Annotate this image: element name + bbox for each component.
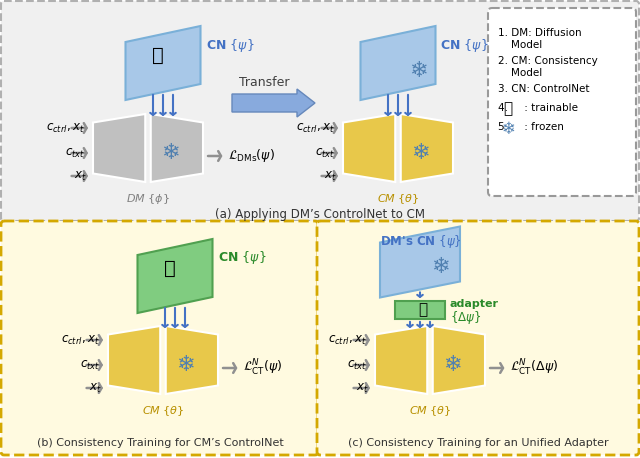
FancyBboxPatch shape	[488, 8, 636, 196]
Text: $c_{ctrl}, x_t$: $c_{ctrl}, x_t$	[296, 121, 335, 135]
Text: 🔥: 🔥	[164, 258, 176, 278]
Text: (b) Consistency Training for CM’s ControlNet: (b) Consistency Training for CM’s Contro…	[36, 438, 284, 448]
Text: Model: Model	[498, 68, 542, 78]
Text: $c_{ctrl}, x_t$: $c_{ctrl}, x_t$	[61, 333, 100, 347]
Text: $x_t$: $x_t$	[356, 382, 369, 394]
Text: $c_{txt}$: $c_{txt}$	[65, 147, 85, 159]
Text: $c_{txt}$: $c_{txt}$	[80, 359, 100, 371]
FancyBboxPatch shape	[317, 221, 639, 455]
Text: 2. CM: Consistency: 2. CM: Consistency	[498, 56, 598, 66]
Polygon shape	[360, 26, 435, 100]
Text: $c_{ctrl}, x_t$: $c_{ctrl}, x_t$	[47, 121, 85, 135]
Text: $\mathcal{L}_{\mathrm{CT}}^{N}(\psi)$: $\mathcal{L}_{\mathrm{CT}}^{N}(\psi)$	[243, 358, 283, 378]
Text: Model: Model	[498, 40, 542, 50]
Polygon shape	[138, 239, 212, 313]
Text: ❄: ❄	[443, 355, 461, 375]
Text: $\mathcal{L}_{\mathrm{DMs}}(\psi)$: $\mathcal{L}_{\mathrm{DMs}}(\psi)$	[228, 147, 275, 164]
FancyBboxPatch shape	[1, 221, 318, 455]
Polygon shape	[108, 326, 160, 394]
Polygon shape	[433, 326, 485, 394]
Polygon shape	[166, 326, 218, 394]
FancyArrow shape	[232, 89, 315, 117]
Text: CN $\{\psi\}$: CN $\{\psi\}$	[205, 37, 254, 54]
Polygon shape	[380, 227, 460, 298]
Text: 3. CN: ControlNet: 3. CN: ControlNet	[498, 84, 589, 94]
Text: $\mathcal{L}_{\mathrm{CT}}^{N}(\Delta\psi)$: $\mathcal{L}_{\mathrm{CT}}^{N}(\Delta\ps…	[510, 358, 558, 378]
Text: 4.     : trainable: 4. : trainable	[498, 103, 578, 113]
Polygon shape	[343, 114, 396, 182]
Bar	[395, 301, 445, 319]
Text: 🔥: 🔥	[419, 302, 428, 317]
Text: $x_t$: $x_t$	[90, 382, 102, 394]
Text: 5.     : frozen: 5. : frozen	[498, 122, 564, 132]
Text: CM $\{\theta\}$: CM $\{\theta\}$	[409, 404, 451, 418]
Text: CN $\{\psi\}$: CN $\{\psi\}$	[218, 250, 266, 267]
Text: adapter: adapter	[450, 299, 499, 309]
Text: CM $\{\theta\}$: CM $\{\theta\}$	[141, 404, 184, 418]
Text: $x_t$: $x_t$	[324, 169, 337, 183]
Text: 🔥: 🔥	[152, 45, 164, 65]
FancyBboxPatch shape	[1, 1, 639, 221]
Text: DM's CN $\{\psi\}$: DM's CN $\{\psi\}$	[380, 234, 462, 251]
Polygon shape	[151, 114, 203, 182]
Text: ❄: ❄	[161, 143, 179, 163]
Text: (c) Consistency Training for an Unified Adapter: (c) Consistency Training for an Unified …	[348, 438, 608, 448]
Text: Transfer: Transfer	[239, 76, 289, 89]
Text: ❄: ❄	[176, 355, 195, 375]
Text: CM $\{\theta\}$: CM $\{\theta\}$	[377, 192, 419, 206]
Polygon shape	[401, 114, 453, 182]
Text: CN $\{\psi\}$: CN $\{\psi\}$	[440, 37, 489, 54]
Text: ❄: ❄	[501, 120, 515, 138]
Text: ❄: ❄	[411, 143, 429, 163]
Text: DM $\{\phi\}$: DM $\{\phi\}$	[126, 192, 170, 206]
Polygon shape	[375, 326, 428, 394]
Text: 🔥: 🔥	[504, 101, 513, 116]
Polygon shape	[125, 26, 200, 100]
Polygon shape	[93, 114, 145, 182]
Text: ❄: ❄	[409, 61, 428, 81]
Text: $c_{txt}$: $c_{txt}$	[347, 359, 367, 371]
Text: $c_{ctrl}, x_t$: $c_{ctrl}, x_t$	[328, 333, 367, 347]
Text: (a) Applying DM’s ControlNet to CM: (a) Applying DM’s ControlNet to CM	[215, 208, 425, 221]
Text: 1. DM: Diffusion: 1. DM: Diffusion	[498, 28, 582, 38]
Text: ❄: ❄	[431, 257, 449, 277]
Text: $c_{txt}$: $c_{txt}$	[315, 147, 335, 159]
Text: $x_t$: $x_t$	[74, 169, 87, 183]
Text: $\{\Delta\psi\}$: $\{\Delta\psi\}$	[450, 309, 481, 326]
